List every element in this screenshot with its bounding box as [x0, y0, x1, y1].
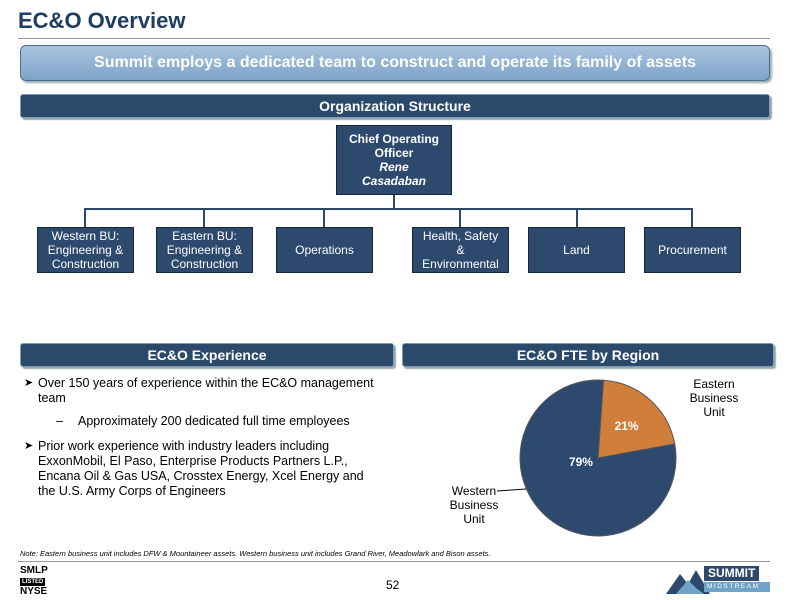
org-connector-drop [203, 208, 205, 228]
fte-chart-header: EC&O FTE by Region [402, 343, 774, 367]
logo-wordmark: SUMMIT [704, 566, 760, 581]
arrow-bullet-icon: ➤ [24, 377, 34, 389]
org-connector-drop [576, 208, 578, 228]
arrow-bullet-icon: ➤ [24, 440, 34, 452]
footer-divider [18, 561, 770, 562]
org-unit-operations: Operations [276, 227, 373, 273]
chief-title: Chief Operating Officer [348, 132, 439, 160]
org-unit-land: Land [528, 227, 625, 273]
pie-value-western: 79% [569, 455, 593, 469]
dash-marker: – [56, 414, 63, 428]
org-unit-eastern-bu: Eastern BU: Engineering & Construction [156, 227, 253, 273]
experience-header: EC&O Experience [20, 343, 394, 367]
org-connector-drop [84, 208, 86, 228]
page-title: EC&O Overview [18, 8, 186, 33]
chief-operating-officer-box: Chief Operating Officer Rene Casadaban [336, 125, 452, 195]
pie-label-western: Western Business Unit [449, 484, 499, 526]
org-connector-drop [323, 208, 325, 228]
title-divider [18, 38, 770, 39]
ticker-listed: LISTED [20, 578, 46, 586]
pie-slice-western [519, 379, 677, 537]
summit-midstream-logo: SUMMIT MIDSTREAM [666, 562, 772, 596]
experience-bullet-2: Prior work experience with industry lead… [38, 439, 364, 498]
pie-value-eastern: 21% [615, 419, 639, 433]
org-connector-vertical [393, 195, 395, 209]
pie-slice-eastern [597, 379, 676, 459]
experience-list: ➤ Over 150 years of experience within th… [24, 376, 384, 507]
page-number: 52 [386, 578, 400, 592]
list-item: ➤ Over 150 years of experience within th… [24, 376, 384, 406]
chief-name: Rene Casadaban [361, 160, 427, 188]
logo-subtitle: MIDSTREAM [704, 582, 770, 592]
list-item: ➤ Prior work experience with industry le… [24, 439, 384, 499]
org-unit-hse: Health, Safety & Environmental [412, 227, 509, 273]
ticker-exchange: NYSE [20, 586, 48, 597]
ticker-symbol: SMLP [20, 565, 48, 576]
ticker-logo: SMLP LISTED NYSE [20, 566, 60, 597]
experience-bullet-1: Over 150 years of experience within the … [38, 376, 374, 405]
footnote: Note: Eastern business unit includes DFW… [20, 549, 491, 558]
org-structure-header: Organization Structure [20, 94, 770, 118]
experience-sub-1: Approximately 200 dedicated full time em… [78, 414, 350, 428]
summary-banner: Summit employs a dedicated team to const… [20, 45, 770, 81]
org-connector-drop [459, 208, 461, 228]
org-unit-procurement: Procurement [644, 227, 741, 273]
org-unit-western-bu: Western BU: Engineering & Construction [37, 227, 134, 273]
list-item: – Approximately 200 dedicated full time … [56, 414, 384, 429]
org-connector-horizontal [84, 208, 692, 210]
org-connector-drop [691, 208, 693, 228]
mountain-icon [666, 570, 710, 594]
pie-label-eastern: Eastern Business Unit [689, 377, 739, 419]
